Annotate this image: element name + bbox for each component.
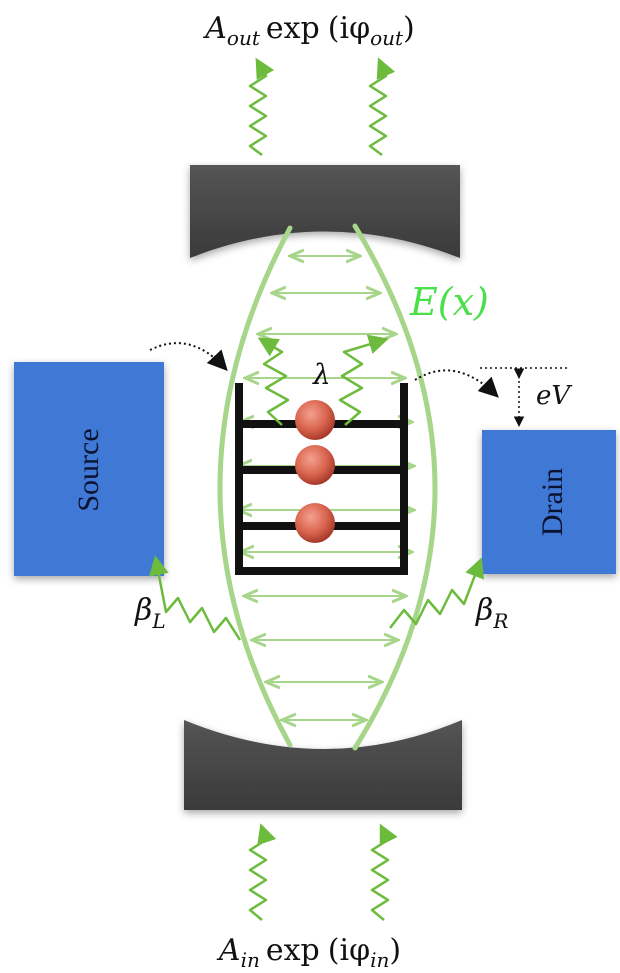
photon-coupling-right — [338, 334, 389, 426]
photon-out-right — [368, 57, 396, 156]
field-arrows — [238, 256, 414, 720]
bias-label: eV — [536, 381, 572, 411]
electrons — [295, 400, 335, 543]
source-lead — [14, 362, 164, 576]
source-label: Source — [72, 428, 105, 511]
electron — [295, 503, 335, 543]
electron — [295, 445, 335, 485]
beta-left-label: βL — [134, 593, 166, 633]
coupling-label: λ — [312, 358, 331, 391]
electron — [295, 400, 335, 440]
photon-lines — [149, 57, 485, 921]
beta-right-label: βR — [475, 593, 508, 633]
photon-beta-left — [149, 555, 242, 641]
field-label: E(x) — [409, 280, 489, 324]
photon-in-left — [248, 823, 277, 921]
drain-lead — [482, 430, 616, 574]
photon-in-right — [370, 823, 398, 921]
photon-out-left — [248, 57, 275, 156]
output-label: Aout exp (iφout) — [202, 11, 415, 50]
bottom-mirror — [184, 720, 462, 810]
input-label: Ain exp (iφin) — [216, 933, 401, 972]
tunnel-out-arrow — [414, 369, 499, 398]
field-envelope — [217, 223, 438, 751]
top-mirror — [190, 165, 460, 258]
photon-coupling-left — [257, 337, 290, 426]
bias-indicator — [480, 367, 570, 427]
drain-label: Drain — [536, 468, 569, 536]
photon-beta-right — [389, 557, 485, 629]
